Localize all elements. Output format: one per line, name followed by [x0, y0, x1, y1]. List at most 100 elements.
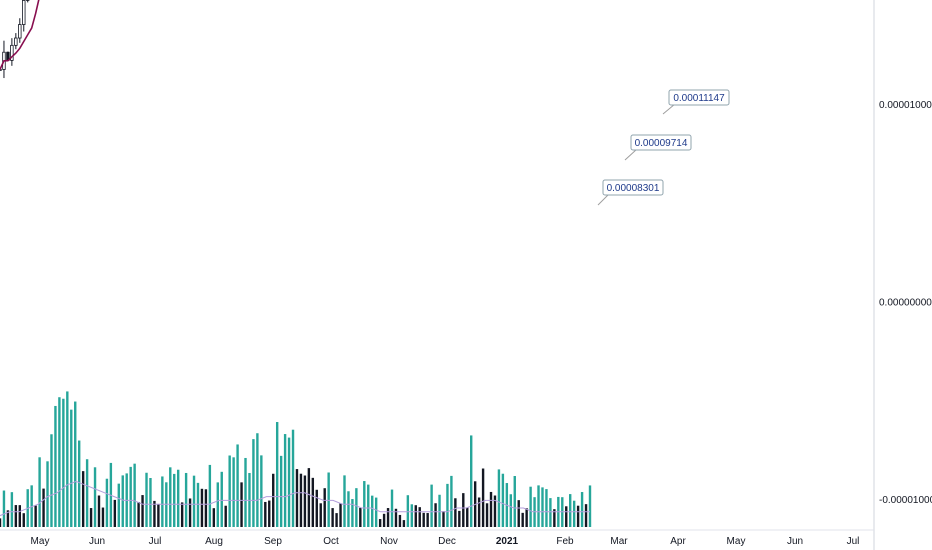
volume-bar [291, 429, 295, 527]
volume-bar [252, 439, 255, 527]
volume-bar [339, 503, 342, 527]
volume-bar [121, 475, 124, 527]
volume-bar [97, 495, 101, 527]
price-tick-label: 0.00001000 [879, 100, 932, 111]
volume-bar [81, 471, 85, 527]
callout-label: 0.00008301 [607, 183, 660, 194]
volume-bar [588, 485, 592, 527]
volume-bar [584, 504, 588, 527]
volume-bar [390, 489, 394, 527]
volume-bar [101, 507, 105, 527]
time-tick-label: Feb [556, 536, 574, 547]
volume-bar [113, 499, 117, 527]
volume-bar [2, 490, 6, 527]
volume-bar [77, 440, 81, 527]
volume-bar [287, 437, 291, 527]
volume-bar [50, 434, 53, 527]
volume-bar [565, 506, 568, 527]
time-tick-label: Apr [670, 536, 686, 547]
volume-bar [54, 405, 57, 527]
time-tick-label: Mar [610, 536, 628, 547]
candle-body [0, 69, 2, 71]
volume-bar [153, 500, 156, 527]
volume-bar [180, 502, 184, 527]
volume-bar [216, 482, 219, 527]
volume-bar [355, 488, 358, 527]
time-tick-label: Jun [787, 536, 803, 547]
time-tick-label: Jul [847, 536, 860, 547]
volume-bar [493, 495, 497, 527]
volume-bar [264, 501, 267, 527]
volume-bar [22, 513, 25, 527]
volume-bar [382, 513, 386, 527]
volume-bar [66, 391, 69, 527]
time-axis[interactable]: May Jun Jul Aug Sep Oct Nov Dec 2021 Feb Mar Apr May… [0, 529, 874, 547]
volume-bar [363, 481, 366, 527]
volume-bar [315, 489, 318, 527]
volume-bar [489, 491, 493, 527]
volume-bar [295, 469, 299, 527]
volume-bar [327, 472, 330, 527]
volume-bar [208, 464, 212, 527]
time-tick-label: Aug [205, 536, 223, 547]
volume-bar [62, 398, 65, 527]
volume-bar [161, 476, 164, 527]
volume-bar [38, 457, 41, 527]
volume-bar [303, 475, 307, 527]
volume-bar [485, 503, 489, 527]
volume-bar [529, 486, 532, 527]
price-callouts[interactable]: 0.00008301 0.00009714 0.00011147 [597, 89, 730, 206]
volume-bar [359, 507, 362, 527]
callout-pointer [662, 103, 676, 115]
volume-bar [283, 434, 287, 527]
volume-bar [18, 505, 21, 527]
volume-bar [462, 493, 465, 527]
callout-label: 0.00009714 [635, 138, 688, 149]
volume-bar [272, 473, 275, 527]
volume-bar [184, 472, 188, 527]
volume-bar [580, 492, 584, 527]
volume-bar [335, 513, 338, 527]
volume-bar [418, 507, 421, 527]
volume-bar [275, 422, 279, 527]
volume-bar [371, 495, 374, 527]
volume-bar [93, 467, 97, 527]
volume-bar [398, 514, 402, 527]
volume-bar [58, 397, 61, 527]
volume-bar [117, 483, 120, 527]
volume-bar [343, 475, 346, 527]
price-axis[interactable]: 0.000140000.000130000.000120000.00011000… [879, 0, 932, 506]
volume-bar [466, 507, 469, 527]
candle-body [14, 37, 18, 46]
volume-bar [442, 511, 445, 527]
moving-average-line [0, 0, 40, 70]
volume-bar [374, 497, 378, 527]
volume-bar [10, 492, 14, 527]
volume-bar [6, 510, 10, 527]
volume-bar [30, 485, 33, 527]
volume-bar [279, 455, 283, 527]
volume-bar [89, 508, 93, 527]
volume-bar [406, 495, 410, 527]
callout-pointer [597, 193, 610, 206]
volume-bar [470, 435, 473, 527]
volume-bar [157, 503, 160, 527]
volume-bar [394, 508, 398, 527]
volume-bar [509, 494, 513, 527]
volume-bar [422, 512, 425, 527]
volume-bar [224, 505, 227, 527]
volume-bar [351, 499, 354, 527]
volume-bar [46, 461, 49, 527]
time-tick-label: 2021 [496, 536, 519, 547]
candle-body [22, 0, 26, 25]
volume-bar [141, 495, 144, 527]
volume-bar [232, 457, 235, 527]
time-tick-label: May [727, 536, 746, 547]
time-tick-label: Oct [323, 536, 339, 547]
volume-bar [513, 476, 516, 527]
volume-bar [105, 478, 109, 527]
volume-bar [410, 504, 414, 527]
volume-bar [14, 505, 18, 527]
volume-bar [497, 469, 501, 527]
